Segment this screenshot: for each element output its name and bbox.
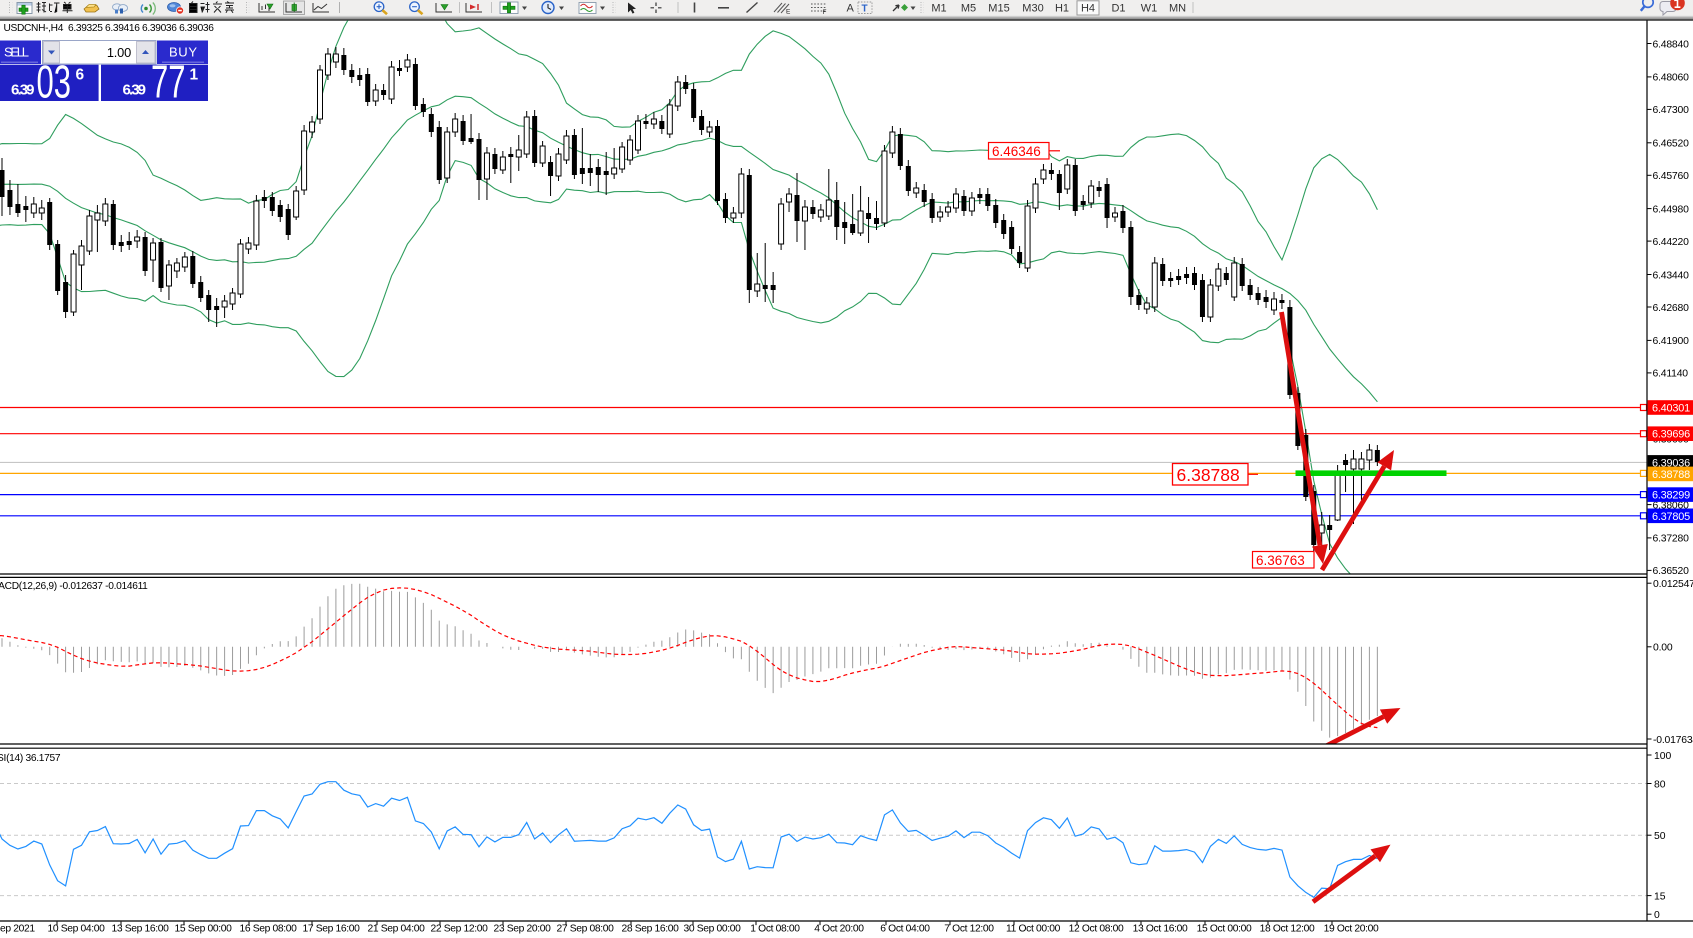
svg-text:28 Sep 16:00: 28 Sep 16:00	[621, 924, 679, 935]
svg-text:18 Oct 12:00: 18 Oct 12:00	[1260, 924, 1315, 935]
svg-text:6.38788: 6.38788	[1652, 469, 1690, 481]
svg-text:13 Oct 16:00: 13 Oct 16:00	[1133, 924, 1188, 935]
svg-text:27 Sep 08:00: 27 Sep 08:00	[556, 924, 614, 935]
svg-text:ep 2021: ep 2021	[0, 924, 35, 935]
svg-text:0.00: 0.00	[1653, 643, 1673, 654]
svg-text:W1: W1	[1141, 2, 1158, 14]
svg-text:T: T	[862, 4, 868, 15]
svg-text:100: 100	[1654, 751, 1672, 762]
svg-text:6.46346: 6.46346	[992, 144, 1041, 159]
svg-text:6.39: 6.39	[123, 82, 147, 99]
svg-text:12 Oct 08:00: 12 Oct 08:00	[1069, 924, 1124, 935]
svg-text:15 Oct 00:00: 15 Oct 00:00	[1197, 924, 1252, 935]
svg-text:H1: H1	[1055, 2, 1069, 14]
svg-text:M1: M1	[931, 2, 946, 14]
svg-text:6.41900: 6.41900	[1653, 336, 1690, 347]
svg-text:6.39036: 6.39036	[1652, 457, 1690, 469]
svg-text:23 Sep 20:00: 23 Sep 20:00	[493, 924, 551, 935]
svg-text:RSI(14) 36.1757: RSI(14) 36.1757	[0, 753, 61, 764]
svg-text:6.45760: 6.45760	[1653, 171, 1690, 182]
svg-text:6.48060: 6.48060	[1653, 73, 1690, 84]
svg-text:E: E	[786, 9, 791, 16]
svg-text:80: 80	[1654, 779, 1666, 790]
svg-text:SELL: SELL	[4, 44, 29, 59]
svg-text:17 Sep 16:00: 17 Sep 16:00	[302, 924, 360, 935]
svg-text:1.00: 1.00	[107, 45, 131, 60]
svg-text:6.44220: 6.44220	[1653, 237, 1690, 248]
svg-text:15 Sep 00:00: 15 Sep 00:00	[174, 924, 232, 935]
svg-text:A: A	[847, 3, 855, 15]
svg-text:7 Oct 12:00: 7 Oct 12:00	[944, 924, 994, 935]
svg-text:0.012547: 0.012547	[1653, 579, 1693, 590]
svg-text:1: 1	[190, 67, 199, 84]
svg-text:1 Oct 08:00: 1 Oct 08:00	[750, 924, 800, 935]
svg-text:6.48840: 6.48840	[1653, 39, 1690, 50]
svg-text:6.47300: 6.47300	[1653, 105, 1690, 116]
svg-text:6.36763: 6.36763	[1256, 553, 1305, 568]
svg-text:6.38299: 6.38299	[1652, 490, 1690, 502]
svg-text:6.36520: 6.36520	[1653, 566, 1690, 577]
svg-text:6.44980: 6.44980	[1653, 204, 1690, 215]
svg-text:D1: D1	[1111, 2, 1125, 14]
svg-text:MACD(12,26,9) -0.012637 -0.014: MACD(12,26,9) -0.012637 -0.014611	[0, 581, 148, 592]
svg-text:6: 6	[76, 67, 85, 84]
svg-text:6.39: 6.39	[11, 82, 35, 99]
svg-text:6.42680: 6.42680	[1653, 303, 1690, 314]
svg-text:6.43440: 6.43440	[1653, 270, 1690, 281]
svg-text:MN: MN	[1169, 2, 1186, 14]
svg-text:15: 15	[1654, 891, 1666, 902]
svg-text:M5: M5	[961, 2, 976, 14]
svg-text:-0.017634: -0.017634	[1653, 735, 1693, 746]
svg-text:6 Oct 04:00: 6 Oct 04:00	[880, 924, 930, 935]
svg-text:6.37280: 6.37280	[1653, 534, 1690, 545]
svg-text:6.38788: 6.38788	[1177, 465, 1240, 485]
svg-text:50: 50	[1654, 831, 1666, 842]
svg-text:6.41140: 6.41140	[1653, 369, 1689, 380]
svg-text:30 Sep 00:00: 30 Sep 00:00	[683, 924, 741, 935]
svg-text:11 Oct 00:00: 11 Oct 00:00	[1006, 924, 1061, 935]
svg-text:6.39696: 6.39696	[1652, 429, 1690, 441]
svg-text:6.37805: 6.37805	[1652, 511, 1690, 523]
svg-text:6.40301: 6.40301	[1652, 403, 1690, 415]
svg-text:0: 0	[1654, 910, 1660, 921]
svg-text:4 Oct 20:00: 4 Oct 20:00	[814, 924, 864, 935]
svg-text:USDCNH-,H4 6.39325 6.39416 6.: USDCNH-,H4 6.39325 6.39416 6.39036 6.390…	[4, 23, 215, 34]
svg-text:BUY: BUY	[169, 44, 197, 59]
svg-text:19 Oct 20:00: 19 Oct 20:00	[1324, 924, 1379, 935]
svg-text:03: 03	[37, 56, 72, 108]
svg-text:M30: M30	[1022, 2, 1043, 14]
svg-text:M15: M15	[988, 2, 1009, 14]
svg-text:H4: H4	[1081, 2, 1095, 14]
svg-text:16 Sep 08:00: 16 Sep 08:00	[239, 924, 297, 935]
svg-text:6.46520: 6.46520	[1653, 139, 1690, 150]
svg-text:10 Sep 04:00: 10 Sep 04:00	[47, 924, 105, 935]
svg-text:F: F	[823, 9, 827, 16]
svg-text:13 Sep 16:00: 13 Sep 16:00	[111, 924, 169, 935]
svg-text:77: 77	[151, 56, 186, 108]
svg-text:6.38060: 6.38060	[1653, 500, 1690, 511]
svg-text:22 Sep 12:00: 22 Sep 12:00	[430, 924, 488, 935]
svg-text:21 Sep 04:00: 21 Sep 04:00	[367, 924, 425, 935]
